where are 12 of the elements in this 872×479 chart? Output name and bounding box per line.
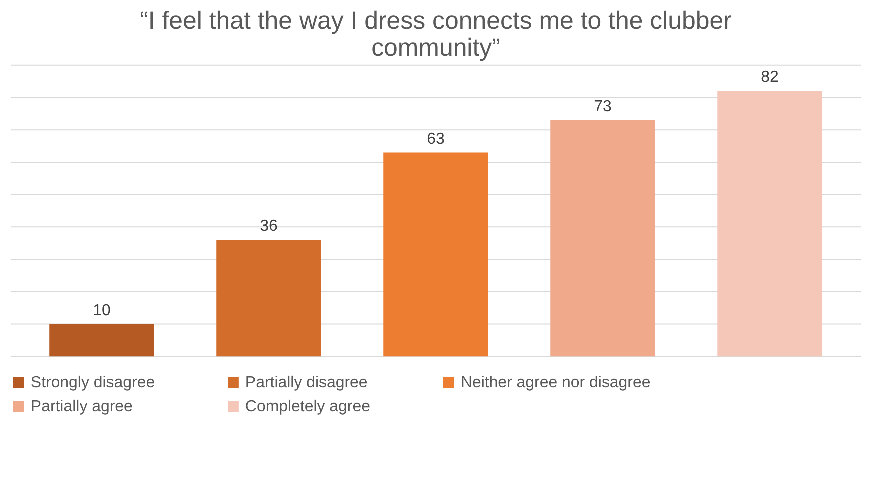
legend-label: Strongly disagree [30, 374, 156, 392]
data-label: 73 [594, 98, 612, 116]
legend-label: Completely agree [245, 398, 371, 416]
text: community” [372, 34, 500, 62]
legend-label: Neither agree nor disagree [460, 374, 651, 392]
data-label: 10 [93, 302, 111, 320]
data-label: 36 [260, 218, 278, 236]
legend-label: Partially disagree [245, 374, 368, 392]
data-label: 63 [427, 130, 445, 148]
legend-label: Partially agree [30, 398, 134, 416]
data-label: 82 [761, 69, 780, 86]
text: “I feel that the way I dress connects me to the clubber [140, 6, 732, 35]
